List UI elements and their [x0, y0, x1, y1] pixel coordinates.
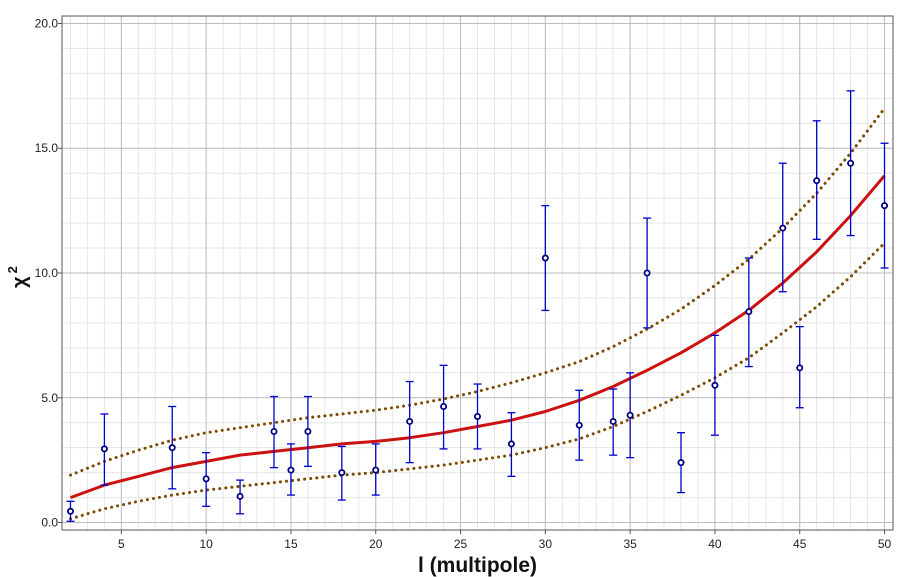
- data-point: [507, 440, 515, 448]
- x-tick-label: 45: [793, 537, 807, 551]
- data-point: [270, 427, 278, 435]
- data-point-group: [643, 217, 652, 329]
- data-point: [202, 475, 210, 483]
- data-point-group: [626, 372, 635, 459]
- data-point-group: [100, 413, 109, 486]
- data-point-group: [473, 383, 482, 450]
- data-point-group: [609, 388, 618, 456]
- data-point-group: [541, 204, 550, 312]
- data-point-group: [236, 479, 245, 515]
- data-point: [236, 492, 244, 500]
- data-point-group: [269, 395, 278, 469]
- x-axis-ticks: 5 10 15 20 25 30 35 40 45 50: [118, 530, 892, 551]
- data-point: [677, 459, 685, 467]
- x-axis-title: l (multipole): [418, 554, 537, 577]
- data-point: [609, 417, 617, 425]
- data-point-group: [677, 432, 686, 494]
- data-point: [541, 254, 549, 262]
- data-point-group: [880, 142, 889, 269]
- x-tick-label: 10: [199, 537, 213, 551]
- data-point: [626, 411, 634, 419]
- data-point: [372, 466, 380, 474]
- x-tick-label: 15: [284, 537, 298, 551]
- data-point: [304, 427, 312, 435]
- y-axis-title: χ2: [5, 266, 31, 288]
- data-point: [66, 507, 74, 515]
- data-point-group: [795, 325, 804, 409]
- y-tick-label: 20.0: [35, 16, 59, 30]
- data-point: [847, 159, 855, 167]
- data-point-group: [812, 120, 821, 240]
- y-tick-label: 10.0: [35, 266, 59, 280]
- data-points: [66, 90, 889, 522]
- data-point-group: [66, 500, 75, 522]
- data-point-group: [710, 334, 719, 436]
- x-tick-label: 25: [454, 537, 468, 551]
- data-point: [406, 417, 414, 425]
- data-point-group: [168, 405, 177, 490]
- data-point: [796, 364, 804, 372]
- data-point: [745, 308, 753, 316]
- data-point: [813, 177, 821, 185]
- y-axis-ticks: 0.0 5.0 10.0 15.0 20.0: [35, 16, 62, 530]
- data-point: [881, 202, 889, 210]
- data-point: [711, 381, 719, 389]
- data-point-group: [202, 452, 211, 507]
- data-point-group: [778, 162, 787, 293]
- data-point-group: [337, 445, 346, 501]
- y-tick-label: 15.0: [35, 141, 59, 155]
- data-point-group: [744, 257, 753, 368]
- y-axis-title-symbol: χ: [9, 276, 31, 288]
- data-point: [473, 412, 481, 420]
- x-tick-label: 40: [708, 537, 722, 551]
- y-tick-label: 5.0: [41, 391, 58, 405]
- y-tick-label: 0.0: [41, 516, 58, 530]
- data-point-group: [575, 389, 584, 461]
- x-tick-label: 50: [878, 537, 892, 551]
- x-tick-label: 30: [539, 537, 553, 551]
- data-point-group: [507, 412, 516, 478]
- y-axis-title-superscript: 2: [5, 266, 20, 273]
- data-point-group: [405, 380, 414, 464]
- data-point: [168, 444, 176, 452]
- data-point: [779, 224, 787, 232]
- data-point: [575, 421, 583, 429]
- x-tick-label: 5: [118, 537, 125, 551]
- data-point-group: [303, 395, 312, 468]
- data-point-group: [439, 364, 448, 450]
- data-point-group: [371, 443, 380, 496]
- data-point-group: [286, 443, 295, 496]
- data-point-group: [846, 90, 855, 237]
- x-tick-label: 35: [623, 537, 637, 551]
- data-point: [440, 402, 448, 410]
- data-point: [338, 469, 346, 477]
- data-point: [100, 445, 108, 453]
- data-point: [643, 269, 651, 277]
- data-point: [287, 466, 295, 474]
- x-tick-label: 20: [369, 537, 383, 551]
